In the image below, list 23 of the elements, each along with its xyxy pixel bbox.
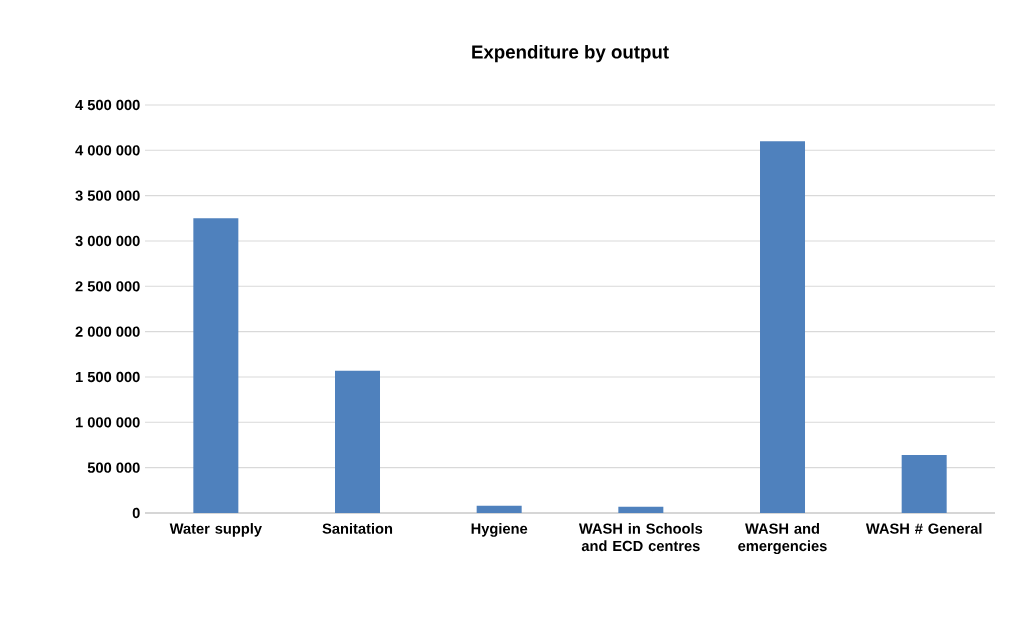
bar — [618, 506, 664, 513]
y-tick-label: 3 000 000 — [75, 235, 140, 247]
y-tick-label: 3 500 000 — [75, 190, 140, 201]
bar — [193, 218, 239, 513]
chart-title: Expenditure by output — [472, 44, 669, 63]
bar — [760, 141, 806, 513]
y-tick-label: 1 000 000 — [75, 417, 140, 428]
y-tick-label: 1 500 000 — [75, 371, 140, 383]
y-tick-label: 4 500 000 — [75, 99, 140, 111]
x-tick-label: WASH in Schools and ECD centres — [578, 523, 703, 552]
bar — [335, 370, 381, 513]
y-tick-label: 2 500 000 — [75, 281, 140, 292]
x-tick-label: Sanitation — [322, 523, 393, 534]
x-tick-label: WASH and emergencies — [738, 523, 827, 555]
y-tick-label: 0 — [132, 507, 140, 519]
bar — [901, 454, 947, 513]
y-tick-label: 2 000 000 — [75, 326, 140, 337]
x-tick-label: Water supply — [169, 523, 262, 537]
x-tick-label: WASH # General — [865, 523, 982, 534]
bar — [476, 505, 522, 513]
y-tick-label: 4 000 000 — [75, 145, 140, 156]
x-tick-label: Hygiene — [471, 523, 528, 537]
y-tick-label: 500 000 — [87, 462, 140, 473]
